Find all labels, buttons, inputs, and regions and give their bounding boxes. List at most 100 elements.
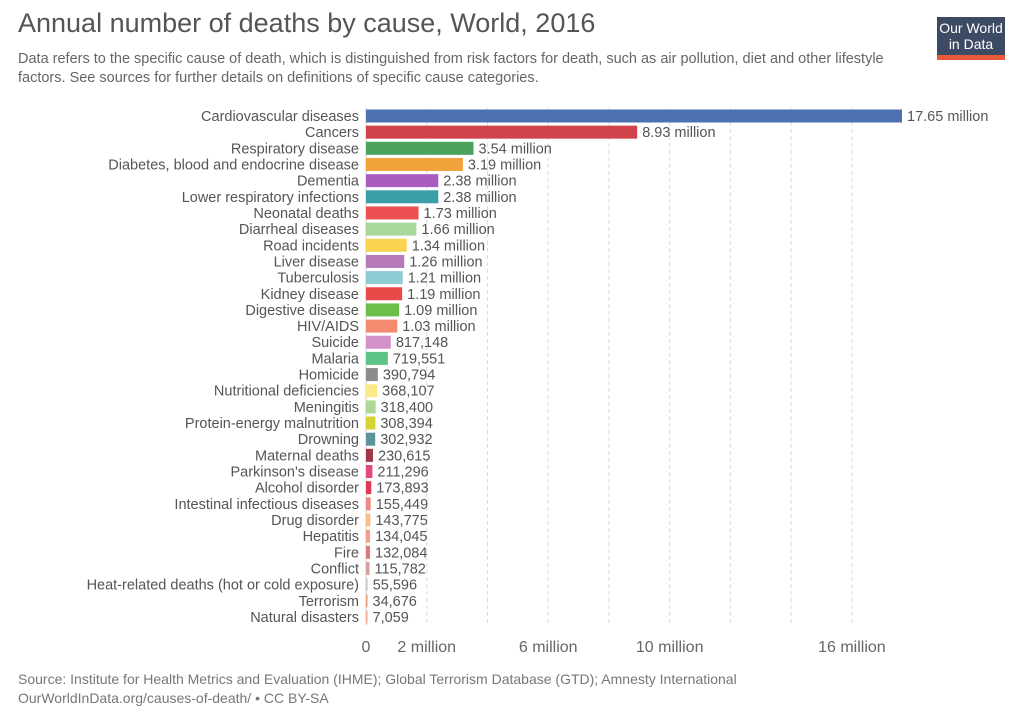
bar	[366, 109, 902, 123]
value-label: 1.26 million	[409, 254, 482, 270]
bar	[366, 594, 368, 608]
bar	[366, 157, 463, 171]
category-label: Alcohol disorder	[255, 481, 359, 497]
value-label: 1.19 million	[407, 287, 480, 303]
value-label: 155,449	[376, 497, 428, 513]
value-label: 1.03 million	[402, 319, 475, 335]
chart-title: Annual number of deaths by cause, World,…	[18, 8, 596, 38]
value-label: 132,084	[375, 545, 427, 561]
category-label: Diarrheal diseases	[239, 222, 359, 238]
logo-line1: Our World	[939, 20, 1003, 36]
bar	[366, 481, 372, 495]
category-label: Parkinson's disease	[230, 465, 359, 481]
value-label: 1.09 million	[404, 303, 477, 319]
category-label: Terrorism	[299, 594, 359, 610]
x-tick-label: 2 million	[397, 639, 456, 656]
bar	[366, 497, 371, 511]
category-label: Neonatal deaths	[253, 206, 359, 222]
value-label: 17.65 million	[907, 109, 988, 125]
bar	[366, 448, 374, 462]
x-tick-label: 0	[362, 639, 371, 656]
value-label: 55,596	[373, 578, 417, 594]
category-label: Conflict	[311, 561, 359, 577]
value-label: 7,059	[373, 610, 409, 626]
bar	[366, 287, 403, 301]
bar	[366, 174, 439, 188]
category-label: Respiratory disease	[231, 141, 359, 157]
category-label: Diabetes, blood and endocrine disease	[108, 157, 359, 173]
value-label: 115,782	[375, 561, 426, 577]
value-label: 368,107	[382, 384, 434, 400]
category-label: Road incidents	[263, 238, 359, 254]
value-label: 8.93 million	[642, 125, 715, 141]
bar	[366, 254, 405, 268]
bar	[366, 416, 376, 430]
value-label: 2.38 million	[443, 174, 516, 190]
footer: Source: Institute for Health Metrics and…	[18, 670, 737, 708]
bar	[366, 206, 419, 220]
category-label: Lower respiratory infections	[182, 190, 359, 206]
category-label: Maternal deaths	[255, 448, 359, 464]
bar	[366, 335, 391, 349]
bar	[366, 400, 376, 414]
category-label: Digestive disease	[245, 303, 359, 319]
value-label: 302,932	[380, 432, 432, 448]
bar	[366, 319, 398, 333]
category-label: Kidney disease	[261, 287, 359, 303]
category-label: Malaria	[311, 351, 359, 367]
category-label: Fire	[334, 545, 359, 561]
category-label: Tuberculosis	[277, 271, 359, 287]
value-label: 211,296	[377, 465, 428, 481]
category-label: Nutritional deficiencies	[214, 384, 359, 400]
category-label: Hepatitis	[303, 529, 359, 545]
source-link[interactable]: OurWorldInData.org/causes-of-death/ • CC…	[18, 690, 329, 706]
bar	[366, 125, 638, 139]
bar	[366, 529, 371, 543]
chart-subtitle: Data refers to the specific cause of dea…	[18, 51, 884, 86]
bar	[366, 141, 474, 155]
bar	[366, 303, 400, 317]
value-label: 134,045	[375, 529, 427, 545]
category-label: Drug disorder	[271, 513, 359, 529]
bar	[366, 238, 407, 252]
bar	[366, 610, 368, 624]
value-label: 173,893	[376, 481, 428, 497]
category-label: Homicide	[299, 368, 359, 384]
value-label: 817,148	[396, 335, 448, 351]
owid-logo[interactable]: Our World in Data	[937, 17, 1005, 60]
value-label: 1.73 million	[424, 206, 497, 222]
category-label: Suicide	[311, 335, 359, 351]
value-label: 2.38 million	[443, 190, 516, 206]
x-tick-label: 16 million	[818, 639, 886, 656]
bar	[366, 190, 439, 204]
bar	[366, 271, 403, 285]
category-label: Drowning	[298, 432, 359, 448]
value-label: 1.34 million	[412, 238, 485, 254]
value-label: 3.19 million	[468, 157, 541, 173]
value-label: 230,615	[378, 448, 430, 464]
category-label: Heat-related deaths (hot or cold exposur…	[87, 578, 359, 594]
category-label: Cancers	[305, 125, 359, 141]
value-label: 390,794	[383, 368, 435, 384]
category-label: Meningitis	[294, 400, 359, 416]
value-label: 318,400	[381, 400, 433, 416]
value-label: 1.66 million	[421, 222, 494, 238]
category-label: Liver disease	[274, 254, 359, 270]
bar	[366, 384, 378, 398]
category-label: Intestinal infectious diseases	[174, 497, 359, 513]
bar	[366, 513, 371, 527]
bar	[366, 432, 376, 446]
value-label: 308,394	[380, 416, 432, 432]
bar	[366, 545, 371, 559]
bar	[366, 465, 373, 479]
bar	[366, 368, 378, 382]
category-label: HIV/AIDS	[297, 319, 359, 335]
value-label: 34,676	[373, 594, 417, 610]
x-tick-label: 10 million	[636, 639, 704, 656]
value-label: 719,551	[393, 351, 445, 367]
bar	[366, 222, 417, 236]
bar	[366, 351, 388, 365]
category-label: Natural disasters	[250, 610, 359, 626]
category-label: Cardiovascular diseases	[201, 109, 359, 125]
